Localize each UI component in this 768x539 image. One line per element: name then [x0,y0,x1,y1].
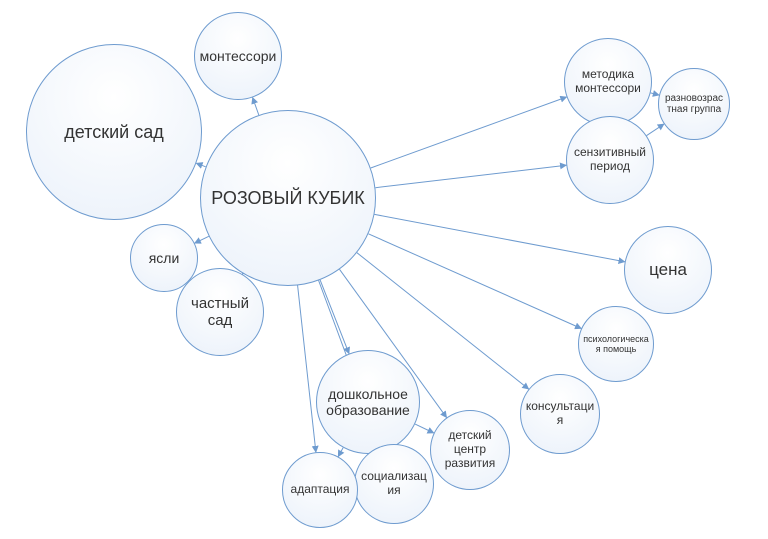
node-label: консультация [525,400,595,428]
edge-center-yasli [195,236,209,243]
node-raznov: разновозрастная группа [658,68,730,140]
node-label: частный сад [181,295,259,330]
edge-method-raznov [651,93,660,95]
node-montes: монтессори [194,12,282,100]
node-cena: цена [624,226,712,314]
edge-senz-raznov [647,124,664,136]
node-label: разновозрастная группа [663,93,725,116]
edge-center-detsad [196,163,205,167]
node-label: монтессори [200,48,277,64]
edge-center-montes [253,98,259,116]
node-label: цена [649,260,687,280]
node-label: дошкольное образование [321,386,415,418]
node-label: адаптация [291,483,350,497]
node-label: РОЗОВЫЙ КУБИК [211,188,365,209]
edge-doshk-adapt [338,448,343,457]
node-label: детский центр развития [435,429,505,470]
edge-center-senz [375,165,566,188]
edge-center-method [371,97,567,168]
node-doshk: дошкольное образование [316,350,420,454]
node-senz: сензитивный период [566,116,654,204]
node-psych: психологическая помощь [578,306,654,382]
node-chsad: частный сад [176,268,264,356]
edge-doshk-detcentr [415,424,434,433]
edge-center-doshk [320,280,349,354]
node-label: детский сад [64,122,163,143]
edge-center-psych [368,234,581,329]
node-label: сензитивный период [571,146,649,174]
edge-center-adapt [298,286,316,453]
node-adapt: адаптация [282,452,358,528]
node-konsult: консультация [520,374,600,454]
node-label: психологическая помощь [583,334,649,355]
node-method: методика монтессори [564,38,652,126]
node-label: методика монтессори [569,68,647,96]
node-detsad: детский сад [26,44,202,220]
node-label: социализация [359,470,429,498]
edge-center-cena [375,214,625,261]
diagram-stage: РОЗОВЫЙ КУБИК детский сад монтессори ясли ча… [0,0,768,539]
node-detcentr: детский центр развития [430,410,510,490]
node-social: социализация [354,444,434,524]
node-label: ясли [149,250,180,266]
node-center: РОЗОВЫЙ КУБИК [200,110,376,286]
